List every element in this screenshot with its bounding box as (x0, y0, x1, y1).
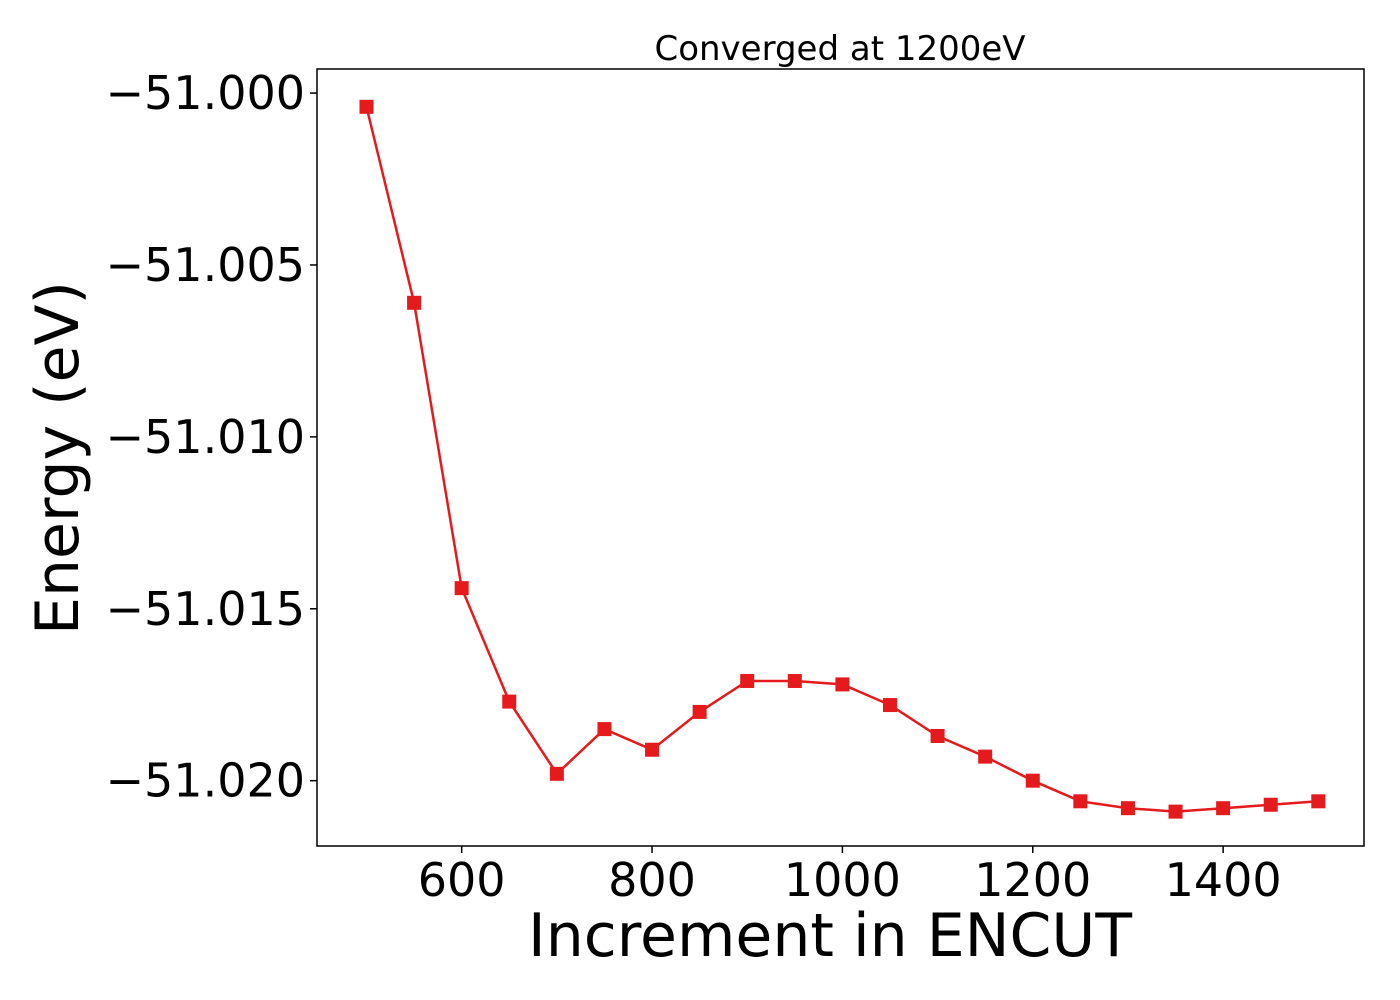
data-point-marker (930, 728, 945, 743)
x-tick-label: 1400 (1165, 853, 1282, 907)
data-point-marker (1168, 804, 1183, 819)
x-axis-label: Increment in ENCUT (528, 901, 1132, 971)
data-point-marker (1025, 773, 1040, 788)
y-tick-label: −51.020 (106, 754, 306, 808)
data-point-marker (1216, 801, 1231, 816)
data-point-marker (1120, 801, 1135, 816)
x-axis-ticks: 600 800 1000 1200 1400 (418, 846, 1282, 907)
chart-title: Converged at 1200eV (654, 29, 1025, 69)
x-tick-label: 800 (608, 853, 696, 907)
data-point-marker (978, 749, 993, 764)
y-tick-label: −51.005 (106, 238, 306, 292)
data-point-marker (645, 742, 660, 757)
data-point-marker (1263, 797, 1278, 812)
data-point-marker (787, 673, 802, 688)
y-axis-ticks: −51.000 −51.005 −51.010 −51.015 −51.020 (106, 66, 317, 808)
x-tick-label: 600 (418, 853, 506, 907)
data-point-marker (740, 673, 755, 688)
data-point-marker (882, 698, 897, 713)
data-point-marker (454, 581, 469, 596)
y-tick-label: −51.000 (106, 66, 306, 120)
data-point-marker (549, 766, 564, 781)
y-tick-label: −51.010 (106, 410, 306, 464)
x-tick-label: 1000 (784, 853, 901, 907)
data-point-marker (502, 694, 517, 709)
data-point-marker (1073, 794, 1088, 809)
data-point-marker (359, 99, 374, 114)
data-point-marker (835, 677, 850, 692)
y-axis-label: Energy (eV) (23, 281, 93, 635)
y-tick-label: −51.015 (106, 582, 306, 636)
data-point-marker (407, 295, 422, 310)
x-tick-label: 1200 (974, 853, 1091, 907)
plot-area-frame (316, 68, 1365, 847)
data-point-marker (597, 722, 612, 737)
data-point-marker (1311, 794, 1326, 809)
data-point-marker (692, 704, 707, 719)
energy-series-markers (359, 99, 1326, 819)
